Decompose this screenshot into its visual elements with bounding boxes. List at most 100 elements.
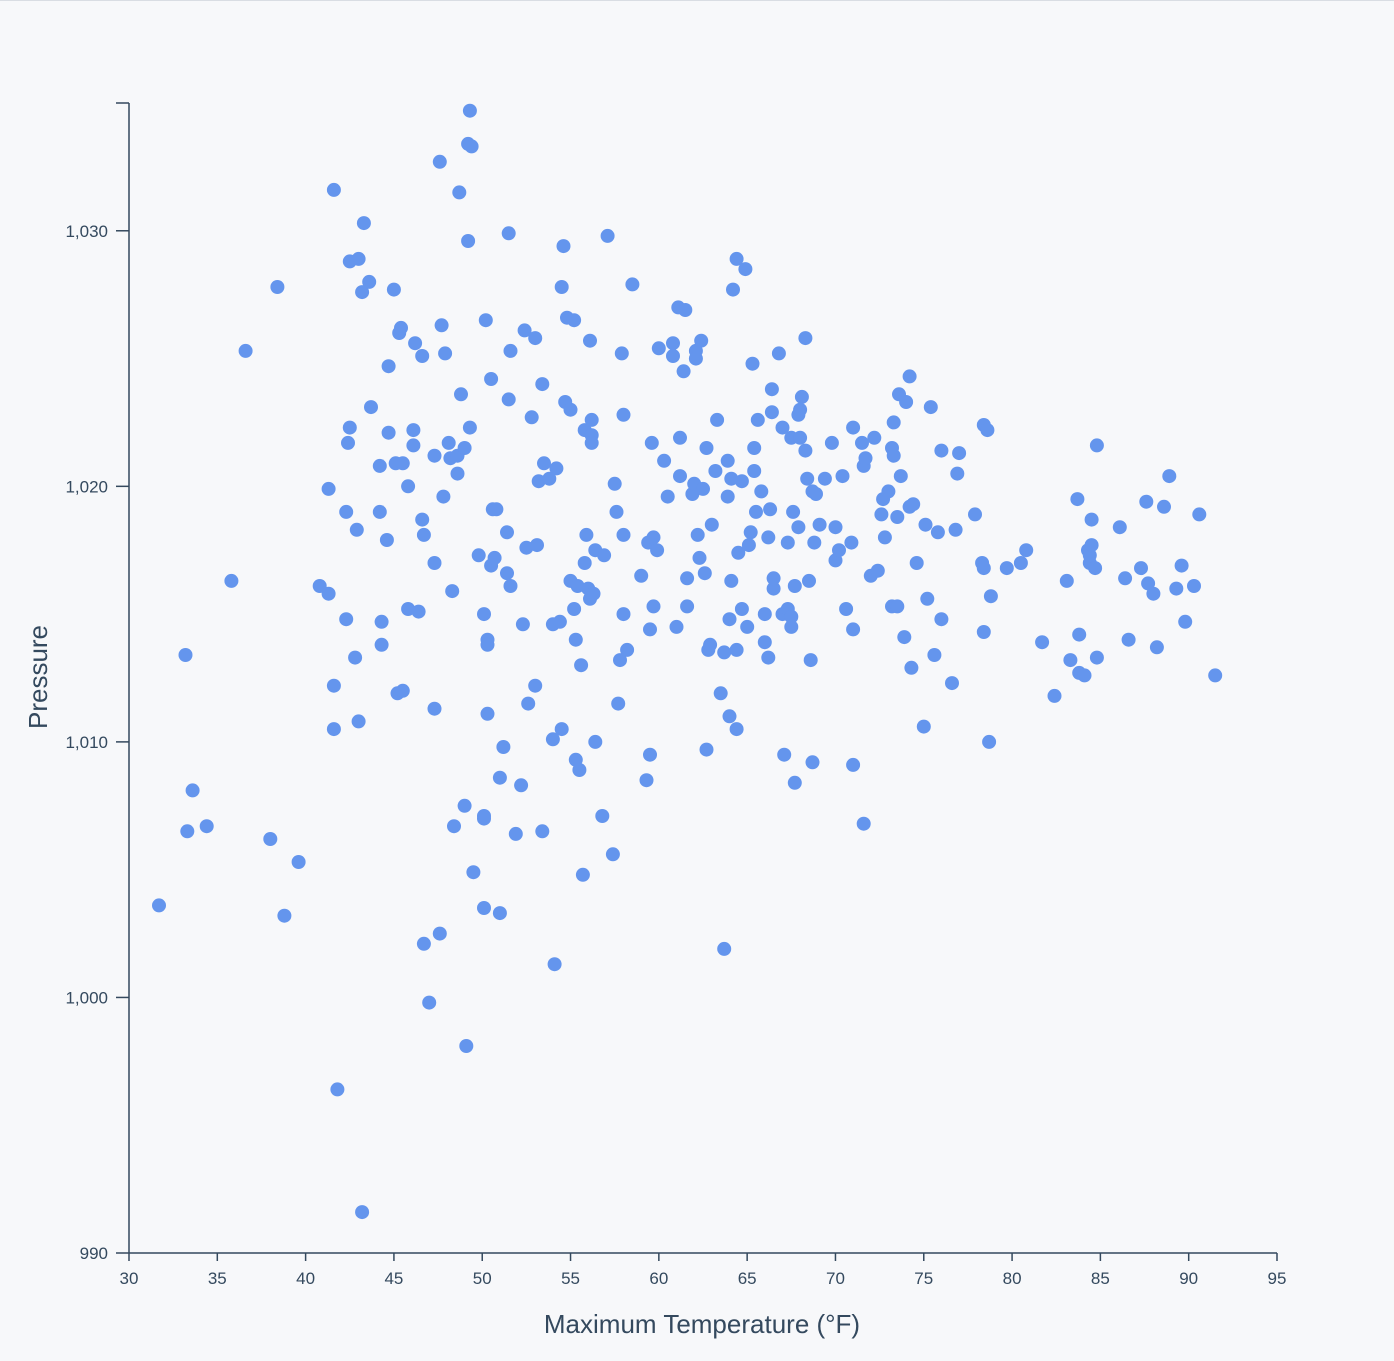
scatter-point — [794, 389, 809, 404]
scatter-point — [1162, 469, 1177, 484]
x-tick-label: 75 — [914, 1269, 933, 1288]
scatter-point — [802, 573, 816, 588]
scatter-point — [374, 637, 389, 652]
scatter-point — [1089, 438, 1104, 453]
scatter-point — [1208, 668, 1223, 683]
scatter-point — [697, 566, 712, 581]
scatter-point — [501, 392, 516, 407]
scatter-point — [968, 507, 982, 522]
scatter-point — [1157, 499, 1171, 514]
scatter-point — [692, 550, 707, 565]
scatter-point — [846, 420, 861, 435]
scatter-point — [1084, 512, 1099, 527]
scatter-point — [406, 438, 421, 453]
scatter-point — [489, 502, 504, 517]
scatter-point — [500, 566, 514, 581]
x-tick-label: 40 — [296, 1269, 315, 1288]
scatter-point — [741, 538, 756, 553]
scatter-point — [980, 423, 995, 438]
scatter-point — [351, 714, 366, 729]
scatter-point — [434, 318, 449, 333]
scatter-point — [729, 642, 744, 657]
scatter-point — [646, 530, 661, 545]
scatter-point — [1178, 614, 1193, 629]
scatter-point — [395, 683, 410, 698]
scatter-point — [710, 412, 725, 427]
scatter-point — [152, 898, 166, 913]
x-tick-label: 80 — [1003, 1269, 1022, 1288]
scatter-point — [588, 734, 603, 749]
scatter-point — [660, 489, 675, 504]
scatter-point — [906, 497, 921, 512]
scatter-point — [575, 867, 590, 882]
scatter-point — [549, 461, 564, 476]
scatter-point — [567, 602, 582, 616]
scatter-point — [844, 535, 859, 550]
scatter-point — [427, 556, 442, 570]
scatter-point — [554, 280, 569, 294]
scatter-point — [537, 456, 551, 471]
scatter-point — [321, 481, 336, 496]
scatter-point — [584, 435, 599, 450]
scatter-point — [616, 407, 631, 422]
scatter-point — [577, 556, 592, 570]
scatter-point — [786, 504, 801, 519]
scatter-point — [694, 333, 709, 348]
scatter-point — [934, 612, 949, 627]
scatter-point — [461, 234, 476, 248]
scatter-point — [554, 722, 569, 737]
scatter-point — [436, 489, 451, 504]
scatter-point — [703, 637, 718, 652]
scatter-point — [784, 609, 799, 624]
scatter-point — [881, 484, 896, 499]
scatter-point — [535, 377, 550, 392]
scatter-point — [890, 510, 905, 524]
scatter-point — [427, 448, 442, 463]
scatter-point — [699, 441, 714, 455]
scatter-point — [464, 139, 479, 154]
scatter-point — [625, 277, 640, 292]
scatter-point — [920, 591, 935, 606]
scatter-point — [568, 632, 583, 647]
scatter-point — [798, 331, 813, 346]
x-tick-label: 90 — [1179, 1269, 1198, 1288]
scatter-point — [447, 819, 461, 834]
y-tick-label: 1,020 — [65, 477, 108, 496]
scatter-point — [372, 458, 387, 473]
scatter-point — [394, 320, 408, 335]
scatter-point — [477, 901, 491, 915]
scatter-point — [983, 589, 998, 604]
scatter-point — [764, 382, 779, 397]
scatter-point — [432, 154, 447, 169]
scatter-point — [492, 770, 507, 785]
scatter-point — [452, 185, 467, 200]
scatter-point — [787, 579, 802, 593]
scatter-point — [1187, 579, 1201, 593]
y-tick-label: 990 — [80, 1244, 108, 1263]
scatter-point — [535, 824, 550, 839]
scatter-point — [722, 612, 737, 627]
x-tick-label: 55 — [561, 1269, 580, 1288]
scatter-point — [291, 855, 306, 869]
scatter-point — [484, 372, 499, 386]
scatter-point — [777, 747, 792, 762]
scatter-point — [605, 847, 620, 862]
scatter-point — [614, 346, 629, 361]
scatter-point — [643, 747, 657, 762]
scatter-point — [379, 533, 394, 547]
scatter-point — [519, 540, 534, 555]
scatter-point — [422, 995, 437, 1010]
scatter-point — [531, 474, 546, 489]
scatter-point — [761, 530, 776, 545]
scatter-point — [952, 446, 967, 461]
scatter-point — [381, 359, 396, 374]
scatter-point — [798, 443, 813, 458]
scatter-point — [185, 783, 200, 798]
scatter-point — [763, 502, 778, 517]
scatter-point — [339, 504, 354, 519]
scatter-point — [572, 763, 587, 777]
scatter-point — [644, 435, 659, 450]
scatter-point — [982, 734, 997, 749]
scatter-point — [515, 617, 530, 632]
scatter-point — [545, 732, 560, 747]
